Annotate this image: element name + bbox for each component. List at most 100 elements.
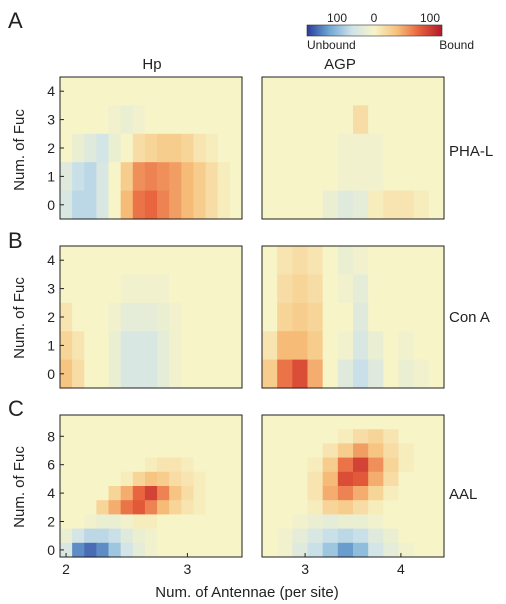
heatmap-cell [144,162,158,192]
heatmap-cell [60,190,73,220]
heatmap-cell [169,542,182,558]
heatmap-cell [84,246,97,275]
heatmap-cell [398,542,415,558]
heatmap-cell [262,528,278,544]
heatmap-cell [132,246,146,275]
heatmap-cell [132,457,146,473]
heatmap-cell [144,77,158,106]
heatmap-cell [205,415,219,430]
heatmap-cell [144,514,158,530]
heatmap-cell [277,528,293,544]
heatmap-cell [108,500,122,515]
heatmap-cell [72,528,85,544]
heatmap-cell [262,331,278,361]
heatmap-cell [84,415,97,430]
heatmap-cell [144,528,158,544]
heatmap-cell [322,331,339,361]
heatmap-cell [193,331,207,361]
heatmap-cell [353,429,369,444]
heatmap-cell [229,542,243,558]
heatmap-cell [108,105,122,135]
heatmap-cell [262,359,278,389]
heatmap-cell [181,443,195,459]
heatmap-cell [428,415,445,430]
heatmap-cell [322,528,339,544]
heatmap-cell [205,359,219,389]
heatmap-cell [96,528,110,544]
heatmap-cell [157,486,170,501]
heatmap-cell [157,246,170,275]
heatmap-cell [193,486,207,501]
heatmap-cell [292,514,309,530]
heatmap-cell [353,514,369,530]
heatmap-cell [181,331,195,361]
heatmap-cell [169,162,182,192]
heatmap-cell [229,443,243,459]
heatmap-cell [96,415,110,430]
heatmap-cell [193,77,207,106]
heatmap-cell [193,274,207,304]
heatmap-agp-con-a [261,245,445,389]
heatmap-cell [337,77,354,106]
heatmap-cell [96,302,110,332]
heatmap-frame [261,76,445,220]
heatmap-cell [413,415,430,430]
heatmap-cell [120,246,134,275]
heatmap-cell [277,77,293,106]
heatmap-cell [72,77,85,106]
heatmap-cell [428,429,445,444]
heatmap-cell [413,528,430,544]
heatmap-cell [217,443,231,459]
heatmap-cell [277,542,293,558]
heatmap-cell [169,457,182,473]
heatmap-cell [205,471,219,487]
heatmap-cell [368,246,384,275]
heatmap-cell [262,514,278,530]
heatmap-cell [157,429,170,444]
heatmap-cell [428,486,445,501]
heatmap-cell [181,302,195,332]
heatmap-cell [96,190,110,220]
heatmap-cell [337,359,354,389]
heatmap-cell [120,443,134,459]
heatmap-cell [144,331,158,361]
heatmap-cell [413,471,430,487]
heatmap-cell [307,359,324,389]
heatmap-cell [322,274,339,304]
y-tick-label: 3 [47,281,55,297]
column-title-agp: AGP [324,56,356,73]
heatmap-cell [193,105,207,135]
heatmap-cell [217,190,231,220]
heatmap-cell [277,486,293,501]
heatmap-cell [368,542,384,558]
heatmap-cell [383,457,400,473]
heatmap-cell [84,331,97,361]
heatmap-cell [413,486,430,501]
heatmap-cell [292,162,309,192]
heatmap-cell [322,105,339,135]
heatmap-cell [144,500,158,515]
x-axis-label: Num. of Antennae (per site) [155,584,338,601]
heatmap-cell [337,246,354,275]
heatmap-cell [120,486,134,501]
row-label-aal: AAL [449,486,477,503]
heatmap-cell [353,443,369,459]
heatmap-cell [120,190,134,220]
heatmap-cell [383,77,400,106]
heatmap-cell [181,359,195,389]
heatmap-cell [157,162,170,192]
heatmap-cell [307,471,324,487]
heatmap-cell [368,274,384,304]
heatmap-cell [277,105,293,135]
heatmap-cell [84,528,97,544]
heatmap-cell [205,246,219,275]
heatmap-cell [368,471,384,487]
heatmap-cell [60,162,73,192]
heatmap-cell [262,500,278,515]
heatmap-cell [157,77,170,106]
heatmap-cell [205,77,219,106]
heatmap-cell [322,514,339,530]
heatmap-cell [60,274,73,304]
heatmap-cell [132,190,146,220]
